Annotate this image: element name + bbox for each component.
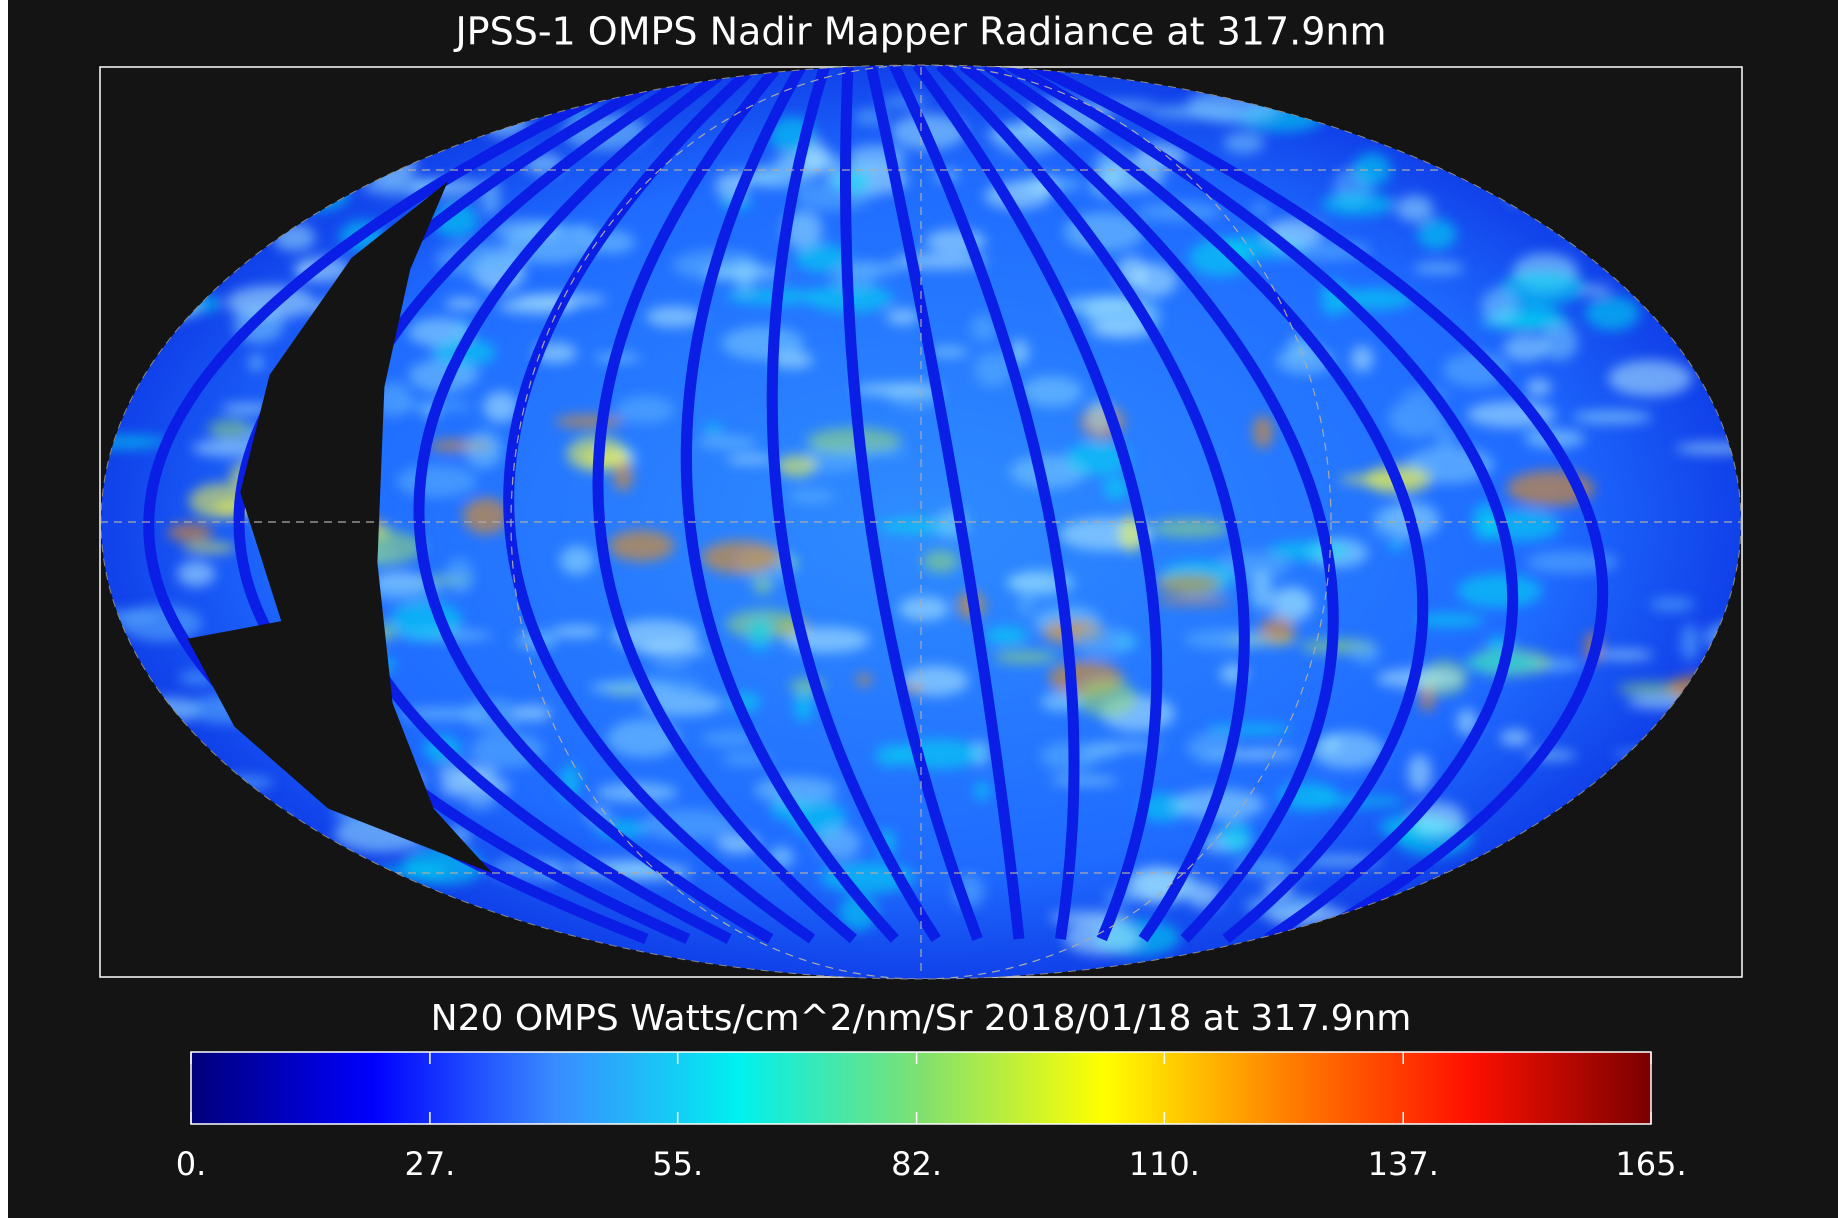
cloud — [1353, 153, 1391, 186]
cloud — [1252, 202, 1269, 216]
map-title: JPSS-1 OMPS Nadir Mapper Radiance at 317… — [453, 10, 1386, 54]
cloud — [1351, 642, 1380, 664]
cloud — [248, 354, 264, 371]
cloud — [1322, 193, 1395, 216]
cloud — [1217, 110, 1254, 124]
cloud — [613, 459, 633, 491]
cloud — [788, 489, 835, 504]
cloud — [1396, 195, 1433, 222]
cloud — [167, 523, 212, 542]
cloud — [1608, 360, 1692, 397]
cloud — [1250, 570, 1272, 610]
colorbar-tick-label: 165. — [1615, 1145, 1686, 1183]
cloud — [1077, 679, 1137, 717]
cloud — [701, 541, 781, 574]
cloud — [177, 561, 215, 587]
cloud — [777, 455, 817, 477]
cloud — [1500, 729, 1530, 746]
cloud — [1413, 262, 1465, 275]
cloud — [616, 396, 675, 424]
cloud — [464, 800, 496, 809]
colorbar-label: N20 OMPS Watts/cm^2/nm/Sr 2018/01/18 at … — [431, 998, 1412, 1039]
cloud — [1253, 415, 1273, 448]
cloud — [1021, 376, 1083, 407]
cloud — [899, 597, 950, 621]
cloud — [396, 465, 476, 497]
colorbar-tick-label: 27. — [404, 1145, 455, 1183]
cloud — [754, 777, 838, 803]
cloud — [726, 454, 775, 464]
cloud — [560, 546, 595, 575]
cloud — [886, 309, 919, 325]
cloud — [444, 297, 482, 310]
cloud — [572, 225, 595, 236]
cloud — [1223, 132, 1264, 154]
cloud — [651, 660, 692, 669]
cloud — [555, 415, 624, 428]
cloud — [1596, 650, 1653, 660]
colorbar-tick-label: 82. — [891, 1145, 942, 1183]
cloud — [1526, 378, 1551, 396]
cloud — [1650, 597, 1695, 611]
cloud — [1585, 296, 1639, 330]
cloud — [832, 169, 872, 192]
cloud — [465, 431, 501, 469]
cloud — [463, 498, 509, 535]
colorbar — [191, 1052, 1651, 1124]
cloud — [747, 617, 772, 651]
page: JPSS-1 OMPS Nadir Mapper Radiance at 317… — [0, 0, 1838, 1218]
cloud — [895, 739, 983, 769]
cloud — [1573, 410, 1653, 424]
cloud — [697, 437, 757, 448]
cloud — [1018, 594, 1034, 616]
cloud — [1050, 776, 1119, 785]
colorbar-tick-label: 55. — [652, 1145, 703, 1183]
figure: JPSS-1 OMPS Nadir Mapper Radiance at 317… — [0, 0, 1838, 1218]
colorbar-tick-label: 110. — [1129, 1145, 1200, 1183]
cloud — [1681, 624, 1699, 661]
cloud — [1005, 578, 1056, 587]
cloud — [608, 679, 704, 693]
cloud — [1279, 592, 1312, 612]
cloud — [753, 578, 773, 595]
cloud — [1407, 754, 1431, 791]
cloud — [1074, 627, 1135, 656]
cloud — [704, 423, 722, 434]
colorbar-tick-label: 0. — [176, 1145, 207, 1183]
cloud — [646, 306, 703, 327]
cloud — [1351, 345, 1374, 372]
cloud — [994, 650, 1058, 664]
cloud — [183, 542, 236, 553]
cloud — [923, 550, 959, 573]
cloud — [852, 383, 941, 395]
cloud — [1457, 574, 1542, 608]
cloud — [1311, 732, 1385, 769]
cloud — [856, 674, 872, 686]
cloud — [445, 558, 474, 594]
cloud — [639, 643, 707, 656]
cloud — [1259, 616, 1295, 641]
colorbar-tick-label: 137. — [1368, 1145, 1439, 1183]
cloud — [1220, 820, 1252, 853]
cloud — [208, 419, 252, 438]
cloud — [1417, 219, 1456, 250]
cloud — [974, 782, 990, 801]
cloud — [1540, 324, 1578, 360]
cloud — [1388, 539, 1405, 551]
cloud — [1082, 749, 1120, 757]
cloud — [1151, 519, 1229, 538]
cloud — [552, 625, 602, 637]
cloud — [1156, 575, 1221, 593]
cloud — [1581, 286, 1611, 295]
cloud — [1268, 541, 1352, 560]
cloud — [1481, 289, 1516, 324]
cloud — [514, 705, 552, 721]
cloud — [609, 530, 675, 562]
cloud — [1207, 724, 1292, 735]
cloud — [1156, 597, 1230, 605]
cloud — [721, 326, 803, 360]
cloud — [831, 448, 909, 456]
cloud — [985, 626, 1028, 645]
